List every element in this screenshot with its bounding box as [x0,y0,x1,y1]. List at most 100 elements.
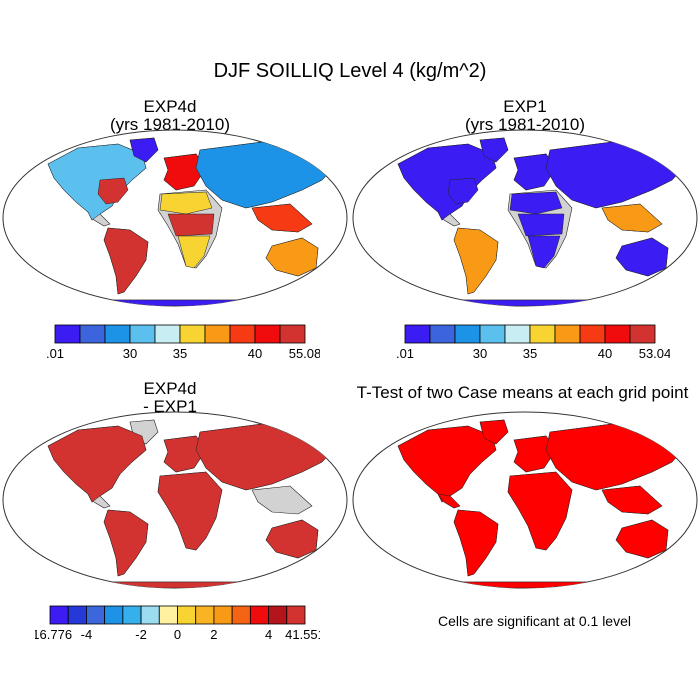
map-cell-north-america [47,143,147,221]
colorbar-tick-label: 40 [598,346,612,361]
map-cell-greenland [479,137,509,163]
panel-title-diff: EXP4d - EXP1 [20,380,320,416]
map-cell-north-america [397,425,497,503]
panel-title-exp1-line1: EXP1 [503,97,547,116]
map-cell-north-america [47,425,147,503]
map-panel-exp1 [352,129,698,307]
colorbar-swatch [177,605,197,625]
panel-title-ttest: T-Test of two Case means at each grid po… [345,384,700,402]
colorbar-tick-label: 0 [174,627,181,642]
map-cell-europe [513,153,557,191]
colorbar-tick-label: -16.776 [35,627,72,642]
colorbar-swatch [254,324,281,344]
panel-title-exp4d: EXP4d (yrs 1981-2010) [20,98,320,134]
map-cell-southeast-asia [601,485,663,515]
map-cell-southeast-asia [601,203,663,233]
map-cell-south-america [453,227,499,295]
colorbar-swatch [286,605,306,625]
map-cell-southern-africa [527,235,561,269]
map-cell-greenland [479,419,509,445]
map-cell-north-america [397,143,497,221]
map-panel-ttest [352,411,698,589]
land-base-southeast-asia [251,485,313,515]
map-cell-antarctica [47,581,303,588]
colorbar-swatch [229,324,256,344]
colorbar-swatch [129,324,156,344]
map-cell-central-africa [167,213,215,237]
colorbar-exp1: .01 30 35 40 53.04 [396,324,670,361]
map-cell-australia [615,519,669,559]
colorbar-swatch [249,605,269,625]
panel-title-exp4d-line2: (yrs 1981-2010) [109,115,230,134]
panel-title-diff-line2: - EXP1 [143,397,197,416]
colorbar-swatch [404,324,431,344]
colorbar-swatch [49,605,69,625]
colorbar-swatch [213,605,233,625]
map-panel-diff [2,411,348,589]
colorbar-diff: -16.776 -4 -2 0 2 4 41.551 [35,605,320,642]
map-cell-sahara [509,191,563,215]
map-cell-eastern-usa [447,177,479,205]
colorbar-swatch [179,324,206,344]
map-cell-africa [157,471,223,551]
colorbar-swatch [579,324,606,344]
map-cell-southern-africa [177,235,211,269]
colorbar-exp4d: .01 30 35 40 55.08 [46,324,320,361]
colorbar-swatch [604,324,631,344]
colorbar-tick-label: -4 [81,627,93,642]
colorbar-swatch [454,324,481,344]
map-cell-europe [163,153,207,191]
colorbar-tick-label: 35 [173,346,187,361]
panel-title-ttest-line1: T-Test of two Case means at each grid po… [356,383,689,402]
colorbar-swatch [268,605,288,625]
colorbar-swatch [231,605,251,625]
colorbar-swatch [104,324,131,344]
map-cell-central-africa [517,213,565,237]
significance-note: Cells are significant at 0.1 level [438,613,631,629]
map-cell-south-america [103,227,149,295]
colorbar-swatch [79,324,106,344]
colorbar-tick-label: .01 [396,346,414,361]
colorbar-tick-label: 30 [473,346,487,361]
colorbar-swatch [154,324,181,344]
colorbar-swatch [104,605,124,625]
colorbar-tick-label: 41.551 [285,627,320,642]
map-cell-antarctica [47,299,303,306]
colorbar-swatch [140,605,160,625]
colorbar-swatch [86,605,106,625]
colorbar-swatch [554,324,581,344]
map-cell-south-america [453,509,499,577]
colorbar-swatch [122,605,142,625]
map-cell-greenland [129,137,159,163]
map-cell-south-america [103,509,149,577]
colorbar-tick-label: 40 [248,346,262,361]
colorbar-tick-label: 4 [265,627,272,642]
colorbar-tick-label: .01 [46,346,64,361]
map-cell-europe [513,435,557,473]
map-cell-antarctica [397,299,653,306]
colorbar-swatch [195,605,215,625]
colorbar-swatch [158,605,178,625]
colorbar-tick-label: 30 [123,346,137,361]
map-panel-exp4d [2,129,348,307]
colorbar-tick-label: 53.04 [639,346,670,361]
colorbar-swatch [479,324,506,344]
panel-title-diff-line1: EXP4d [143,379,197,398]
colorbar-swatch [67,605,87,625]
colorbar-tick-label: 2 [210,627,217,642]
panel-title-exp1: EXP1 (yrs 1981-2010) [375,98,675,134]
colorbar-swatch [429,324,456,344]
map-cell-australia [265,519,319,559]
panel-title-exp1-line2: (yrs 1981-2010) [464,115,585,134]
map-cell-sahara [159,191,213,215]
colorbar-tick-label: 35 [523,346,537,361]
map-cell-southeast-asia [251,203,313,233]
map-cell-australia [265,237,319,277]
colorbar-swatch [279,324,306,344]
colorbar-tick-label: 55.08 [289,346,320,361]
colorbar-swatch [529,324,556,344]
colorbar-swatch [504,324,531,344]
panel-title-exp4d-line1: EXP4d [143,97,197,116]
map-cell-africa [507,471,573,551]
map-cell-central-america [437,493,461,509]
